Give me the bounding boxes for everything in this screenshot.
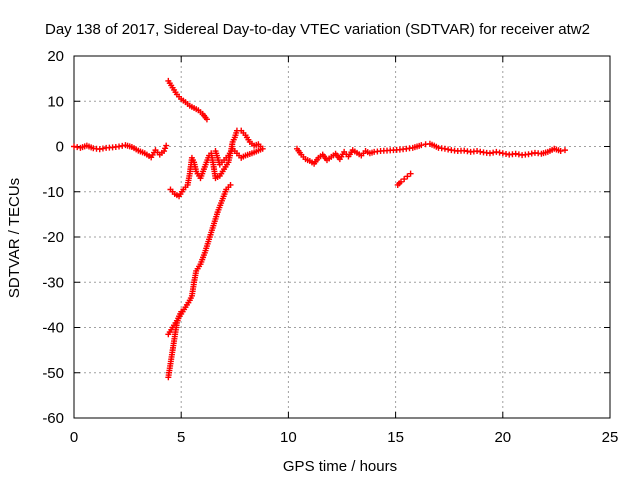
y-tick-label: -50 <box>42 365 64 382</box>
data-points <box>71 77 568 381</box>
data-point <box>227 181 234 188</box>
x-tick-label: 5 <box>177 429 185 446</box>
axis-ticks: 0 5 10 15 20 25 20 10 0 -10 -20 -30 -40 -50 -60 <box>42 48 618 446</box>
chart-title: Day 138 of 2017, Sidereal Day-to-day VTE… <box>45 21 590 38</box>
y-tick-label: -40 <box>42 320 64 337</box>
data-point <box>161 148 168 155</box>
data-point <box>162 145 169 152</box>
data-point <box>212 148 219 155</box>
x-tick-label: 15 <box>387 429 404 446</box>
x-tick-label: 25 <box>602 429 619 446</box>
data-point <box>407 170 414 177</box>
data-point <box>401 176 408 183</box>
y-tick-label: 0 <box>56 139 64 156</box>
x-axis-label: GPS time / hours <box>283 458 397 475</box>
x-tick-label: 0 <box>70 429 78 446</box>
x-tick-label: 10 <box>280 429 297 446</box>
y-tick-label: 10 <box>47 93 64 110</box>
y-tick-label: -20 <box>42 229 64 246</box>
y-tick-label: 20 <box>47 48 64 65</box>
data-point <box>404 173 411 180</box>
data-point <box>557 148 564 155</box>
x-tick-label: 20 <box>494 429 511 446</box>
y-tick-label: -10 <box>42 184 64 201</box>
y-tick-label: -60 <box>42 410 64 427</box>
data-point <box>203 116 210 123</box>
data-point <box>163 142 170 149</box>
data-point <box>397 178 404 185</box>
y-axis-label: SDTVAR / TECUs <box>6 178 23 298</box>
grid-lines <box>74 56 610 418</box>
y-tick-label: -30 <box>42 274 64 291</box>
data-point <box>561 147 568 154</box>
data-point <box>418 142 425 149</box>
